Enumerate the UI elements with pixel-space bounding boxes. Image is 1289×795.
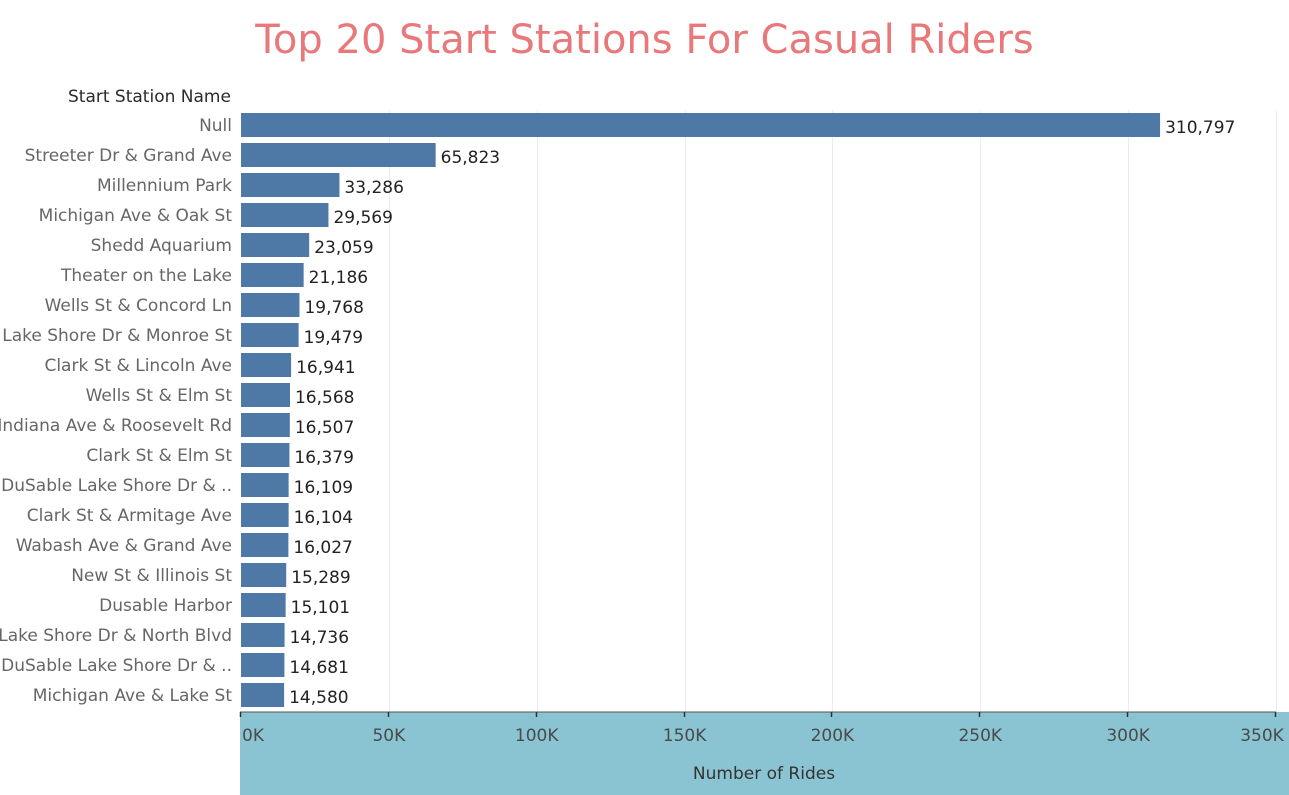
bar[interactable] <box>241 563 287 587</box>
category-label: Lake Shore Dr & Monroe St <box>2 326 232 346</box>
bar[interactable] <box>241 113 1161 137</box>
category-label: Indiana Ave & Roosevelt Rd <box>0 416 232 436</box>
x-tick-label: 200K <box>811 726 855 746</box>
bar[interactable] <box>241 233 310 257</box>
x-tick-label: 150K <box>663 726 707 746</box>
x-tick-label: 350K <box>1240 726 1284 746</box>
category-label: Theater on the Lake <box>60 266 232 286</box>
value-label: 65,823 <box>441 148 500 168</box>
bar[interactable] <box>241 263 304 287</box>
bar[interactable] <box>241 593 286 617</box>
bar[interactable] <box>241 383 290 407</box>
category-label: Shedd Aquarium <box>91 236 232 256</box>
value-label: 33,286 <box>344 178 403 198</box>
category-label: Wells St & Concord Ln <box>45 296 232 316</box>
value-label: 19,768 <box>304 298 363 318</box>
value-labels: 310,797 65,823 33,286 29,569 23,059 21,186 19,… <box>289 118 1235 708</box>
category-label: DuSable Lake Shore Dr & .. <box>1 476 232 496</box>
x-tick-label: 250K <box>958 726 1002 746</box>
category-label: DuSable Lake Shore Dr & .. <box>1 656 232 676</box>
x-tick-label: 300K <box>1106 726 1150 746</box>
category-label: Clark St & Lincoln Ave <box>44 356 232 376</box>
category-label: Millennium Park <box>97 176 232 196</box>
value-label: 23,059 <box>314 238 373 258</box>
x-axis-band <box>240 712 1289 795</box>
bars <box>241 113 1161 707</box>
bar[interactable] <box>241 293 300 317</box>
value-label: 16,568 <box>295 388 354 408</box>
x-axis: 0K 50K 100K 150K 200K 250K 300K 350K <box>239 711 1285 746</box>
value-label: 16,941 <box>296 358 355 378</box>
value-label: 16,027 <box>293 538 352 558</box>
bar[interactable] <box>241 323 299 347</box>
value-label: 16,379 <box>294 448 353 468</box>
bar[interactable] <box>241 443 290 467</box>
category-label: Dusable Harbor <box>99 596 232 616</box>
row-header: Start Station Name <box>68 87 231 107</box>
category-label: Null <box>199 116 232 136</box>
category-label: Lake Shore Dr & North Blvd <box>0 626 232 646</box>
value-label: 16,104 <box>294 508 353 528</box>
bar[interactable] <box>241 413 290 437</box>
chart-title: Top 20 Start Stations For Casual Riders <box>255 17 1034 63</box>
bar[interactable] <box>241 143 436 167</box>
bar[interactable] <box>241 653 285 677</box>
bar[interactable] <box>241 533 289 557</box>
category-label: Streeter Dr & Grand Ave <box>25 146 232 166</box>
x-tick-label: 100K <box>515 726 559 746</box>
x-tick-label: 0K <box>242 726 265 746</box>
value-label: 15,101 <box>291 598 350 618</box>
bar[interactable] <box>241 623 285 647</box>
category-label: Wells St & Elm St <box>86 386 233 406</box>
category-label: Wabash Ave & Grand Ave <box>16 536 232 556</box>
x-tick-label: 50K <box>372 726 406 746</box>
bar[interactable] <box>241 503 289 527</box>
bar[interactable] <box>241 473 289 497</box>
category-label: Clark St & Armitage Ave <box>27 506 232 526</box>
x-axis-title: Number of Rides <box>693 764 835 784</box>
category-label: Clark St & Elm St <box>86 446 232 466</box>
value-label: 16,507 <box>295 418 354 438</box>
bar[interactable] <box>241 203 329 227</box>
value-label: 15,289 <box>291 568 350 588</box>
bar[interactable] <box>241 353 292 377</box>
value-label: 310,797 <box>1165 118 1235 138</box>
category-label: Michigan Ave & Oak St <box>39 206 233 226</box>
bar[interactable] <box>241 173 340 197</box>
value-label: 19,479 <box>304 328 363 348</box>
grid-lines <box>389 110 1277 712</box>
category-labels: Null Streeter Dr & Grand Ave Millennium Pa… <box>0 116 232 706</box>
bar[interactable] <box>241 683 285 707</box>
value-label: 29,569 <box>333 208 392 228</box>
value-label: 21,186 <box>309 268 368 288</box>
category-label: New St & Illinois St <box>71 566 232 586</box>
category-label: Michigan Ave & Lake St <box>33 686 233 706</box>
value-label: 14,736 <box>290 628 349 648</box>
value-label: 16,109 <box>294 478 353 498</box>
value-label: 14,681 <box>289 658 348 678</box>
value-label: 14,580 <box>289 688 348 708</box>
